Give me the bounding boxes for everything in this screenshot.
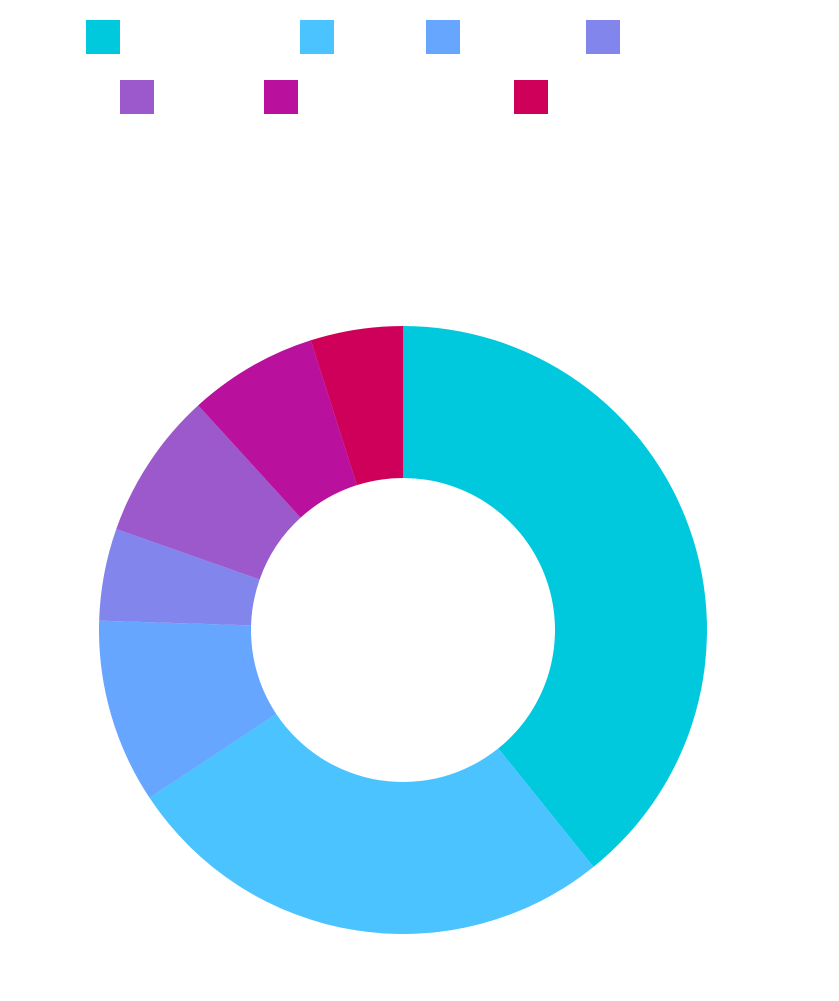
donut-slice-3[interactable] bbox=[98, 620, 277, 798]
legend-swatch-1[interactable] bbox=[86, 20, 120, 54]
legend-swatch-3[interactable] bbox=[426, 20, 460, 54]
legend-swatch-5[interactable] bbox=[120, 80, 154, 114]
donut-slice-4[interactable] bbox=[99, 528, 260, 626]
donut-slice-6[interactable] bbox=[198, 340, 357, 518]
legend-swatch-4[interactable] bbox=[586, 20, 620, 54]
legend-swatch-2[interactable] bbox=[300, 20, 334, 54]
donut-slice-5[interactable] bbox=[116, 405, 301, 580]
donut-slice-1[interactable] bbox=[403, 326, 707, 867]
legend-swatch-7[interactable] bbox=[514, 80, 548, 114]
donut-slices bbox=[98, 326, 707, 935]
donut-slice-7[interactable] bbox=[310, 326, 403, 486]
chart-legend bbox=[86, 20, 620, 114]
donut-slice-2[interactable] bbox=[149, 713, 594, 935]
legend-swatch-6[interactable] bbox=[264, 80, 298, 114]
